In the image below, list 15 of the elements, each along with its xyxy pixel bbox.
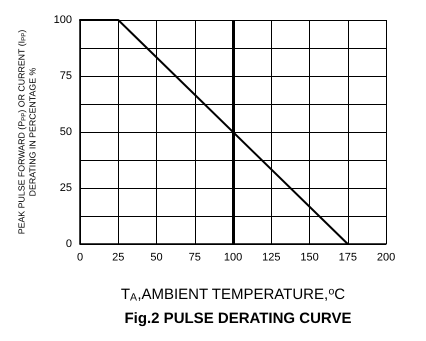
y-tick-label: 50: [60, 126, 72, 138]
y-tick-label: 100: [54, 14, 72, 26]
x-tick-label: 200: [376, 252, 396, 264]
x-tick-label: 150: [300, 252, 319, 264]
x-tick-label: 25: [112, 252, 124, 264]
x-tick-label: 125: [262, 252, 280, 264]
x-tick-label: 75: [188, 252, 201, 264]
y-tick-label: 75: [60, 70, 72, 82]
y-tick-label: 25: [60, 182, 72, 194]
x-tick-label: 100: [224, 252, 242, 264]
x-tick-label: 0: [76, 252, 84, 264]
x-tick-label: 50: [150, 252, 163, 264]
x-tick-label: 175: [338, 252, 357, 264]
y-tick-label: 0: [66, 238, 72, 250]
text: Fig.2 PULSE DERATING CURVE: [124, 310, 352, 327]
